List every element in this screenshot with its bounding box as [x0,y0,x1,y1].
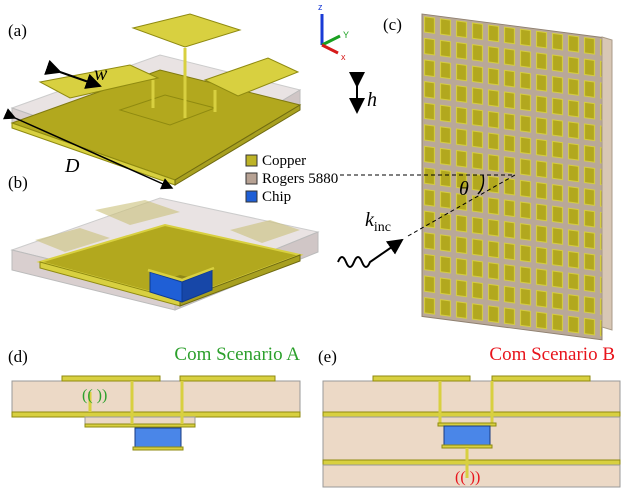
wavevector-symbol: k [365,209,375,231]
panel-label: (b) [8,173,28,192]
panel-e: (( )) (e) Com Scenario B [318,344,621,488]
legend-label: Chip [262,189,291,205]
dimension-label: D [64,155,80,177]
panel-label: (d) [8,347,28,366]
scenario-title: Com Scenario B [489,344,615,365]
legend-swatch [245,172,258,185]
axes-icon: z Y x [318,2,349,62]
panel-d: (( )) (d) Com Scenario A [8,344,301,451]
panel-label: (a) [8,21,27,40]
dimension-label: w [94,63,108,85]
legend-swatch [245,154,258,167]
scenario-title: Com Scenario A [174,344,300,365]
axis-label: z [318,2,323,12]
legend-label: Rogers 5880 [262,171,338,187]
axis-label: Y [343,30,349,40]
legend-label: Copper [262,153,306,169]
panel-label: (c) [383,15,402,34]
panel-label: (e) [318,347,337,366]
angle-label: θ [459,178,469,200]
axis-label: x [341,52,346,62]
panel-a: (a) w h D [2,13,377,190]
legend: Copper Rogers 5880 Chip [245,153,338,205]
wavevector-subscript: inc [374,220,391,235]
panel-b: (b) [8,173,320,311]
legend-swatch [245,190,258,203]
dimension-label: h [367,89,377,111]
radio-icon: (( )) [82,387,107,404]
panel-c: (c) θ kinc [337,13,613,341]
wavevector-label: kinc [365,209,391,235]
radio-icon: (( )) [455,469,480,486]
